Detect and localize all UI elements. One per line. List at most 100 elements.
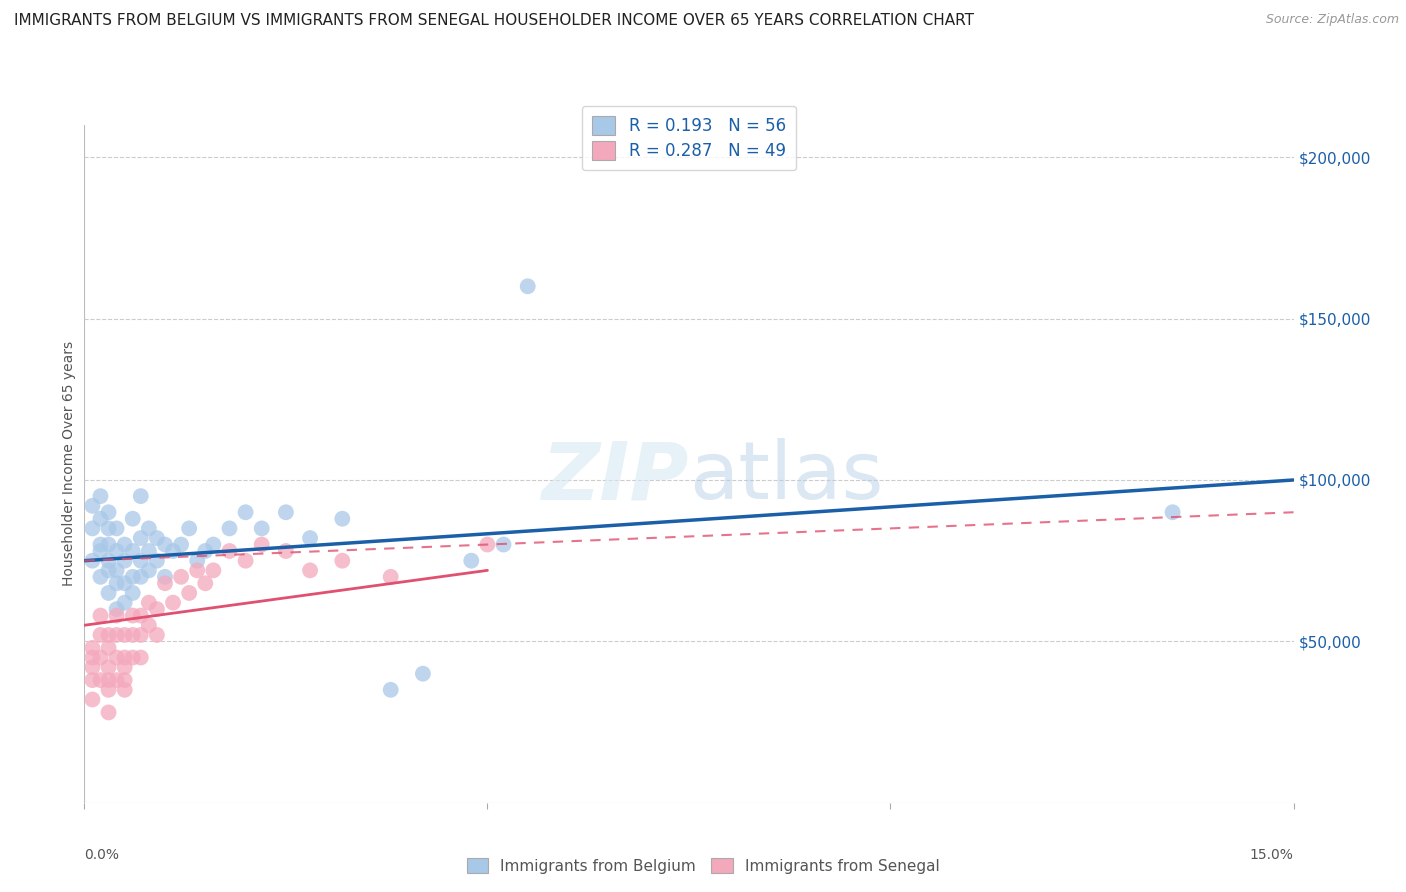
Point (129, 531, 152, 545)
Point (235, 554, 257, 568)
Point (477, 537, 499, 551)
Point (121, 570, 143, 584)
Point (82, 673, 104, 687)
Point (89, 628, 111, 642)
Point (89, 544, 111, 558)
Point (299, 531, 322, 545)
Point (97, 628, 120, 642)
Point (460, 554, 482, 568)
Point (89, 570, 111, 584)
Point (114, 673, 136, 687)
Text: ZIP: ZIP (541, 438, 689, 516)
Point (114, 576, 136, 591)
Point (97, 640, 120, 655)
Point (89, 673, 111, 687)
Point (330, 554, 353, 568)
Point (380, 570, 402, 584)
Point (202, 563, 225, 577)
Point (97, 554, 120, 568)
Point (129, 489, 152, 503)
Text: Source: ZipAtlas.com: Source: ZipAtlas.com (1265, 13, 1399, 27)
Point (97, 660, 120, 674)
Point (89, 537, 111, 551)
Point (121, 544, 143, 558)
Point (89, 650, 111, 665)
Point (138, 544, 160, 558)
Point (105, 521, 128, 535)
Point (121, 512, 143, 526)
Point (114, 596, 136, 610)
Legend: Immigrants from Belgium, Immigrants from Senegal: Immigrants from Belgium, Immigrants from… (460, 852, 946, 880)
Point (105, 673, 128, 687)
Point (129, 570, 152, 584)
Point (97, 706, 120, 720)
Point (114, 537, 136, 551)
Point (105, 602, 128, 616)
Point (82, 499, 104, 513)
Point (97, 521, 120, 535)
Point (138, 618, 160, 632)
Point (129, 650, 152, 665)
Text: 0.0%: 0.0% (84, 848, 120, 862)
Point (235, 505, 257, 519)
Point (138, 596, 160, 610)
Point (89, 512, 111, 526)
Point (218, 544, 240, 558)
Point (492, 537, 515, 551)
Point (170, 537, 193, 551)
Point (170, 570, 193, 584)
Point (194, 544, 217, 558)
Point (82, 640, 104, 655)
Point (330, 512, 353, 526)
Point (138, 563, 160, 577)
Point (114, 682, 136, 697)
Point (97, 682, 120, 697)
Point (129, 554, 152, 568)
Point (516, 279, 538, 293)
Point (121, 628, 143, 642)
Point (82, 692, 104, 706)
Point (89, 608, 111, 623)
Point (105, 608, 128, 623)
Point (250, 537, 273, 551)
Point (97, 563, 120, 577)
Point (153, 570, 176, 584)
Point (97, 586, 120, 600)
Point (153, 576, 176, 591)
Point (129, 608, 152, 623)
Point (138, 521, 160, 535)
Point (121, 608, 143, 623)
Point (105, 544, 128, 558)
Text: 15.0%: 15.0% (1250, 848, 1294, 862)
Point (202, 537, 225, 551)
Point (114, 554, 136, 568)
Point (105, 563, 128, 577)
Point (97, 505, 120, 519)
Point (82, 660, 104, 674)
Point (274, 505, 297, 519)
Point (146, 554, 169, 568)
Point (105, 650, 128, 665)
Point (82, 650, 104, 665)
Point (194, 576, 217, 591)
Point (179, 586, 201, 600)
Point (105, 628, 128, 642)
Point (412, 666, 434, 681)
Point (274, 544, 297, 558)
Point (153, 537, 176, 551)
Point (82, 554, 104, 568)
Point (146, 531, 169, 545)
Point (121, 586, 143, 600)
Point (250, 521, 273, 535)
Point (162, 596, 184, 610)
Point (162, 544, 184, 558)
Point (146, 628, 169, 642)
Point (1161, 505, 1184, 519)
Point (82, 521, 104, 535)
Point (218, 521, 240, 535)
Point (299, 563, 322, 577)
Point (129, 628, 152, 642)
Text: IMMIGRANTS FROM BELGIUM VS IMMIGRANTS FROM SENEGAL HOUSEHOLDER INCOME OVER 65 YE: IMMIGRANTS FROM BELGIUM VS IMMIGRANTS FR… (14, 13, 974, 29)
Text: atlas: atlas (689, 438, 883, 516)
Y-axis label: Householder Income Over 65 years: Householder Income Over 65 years (62, 342, 76, 586)
